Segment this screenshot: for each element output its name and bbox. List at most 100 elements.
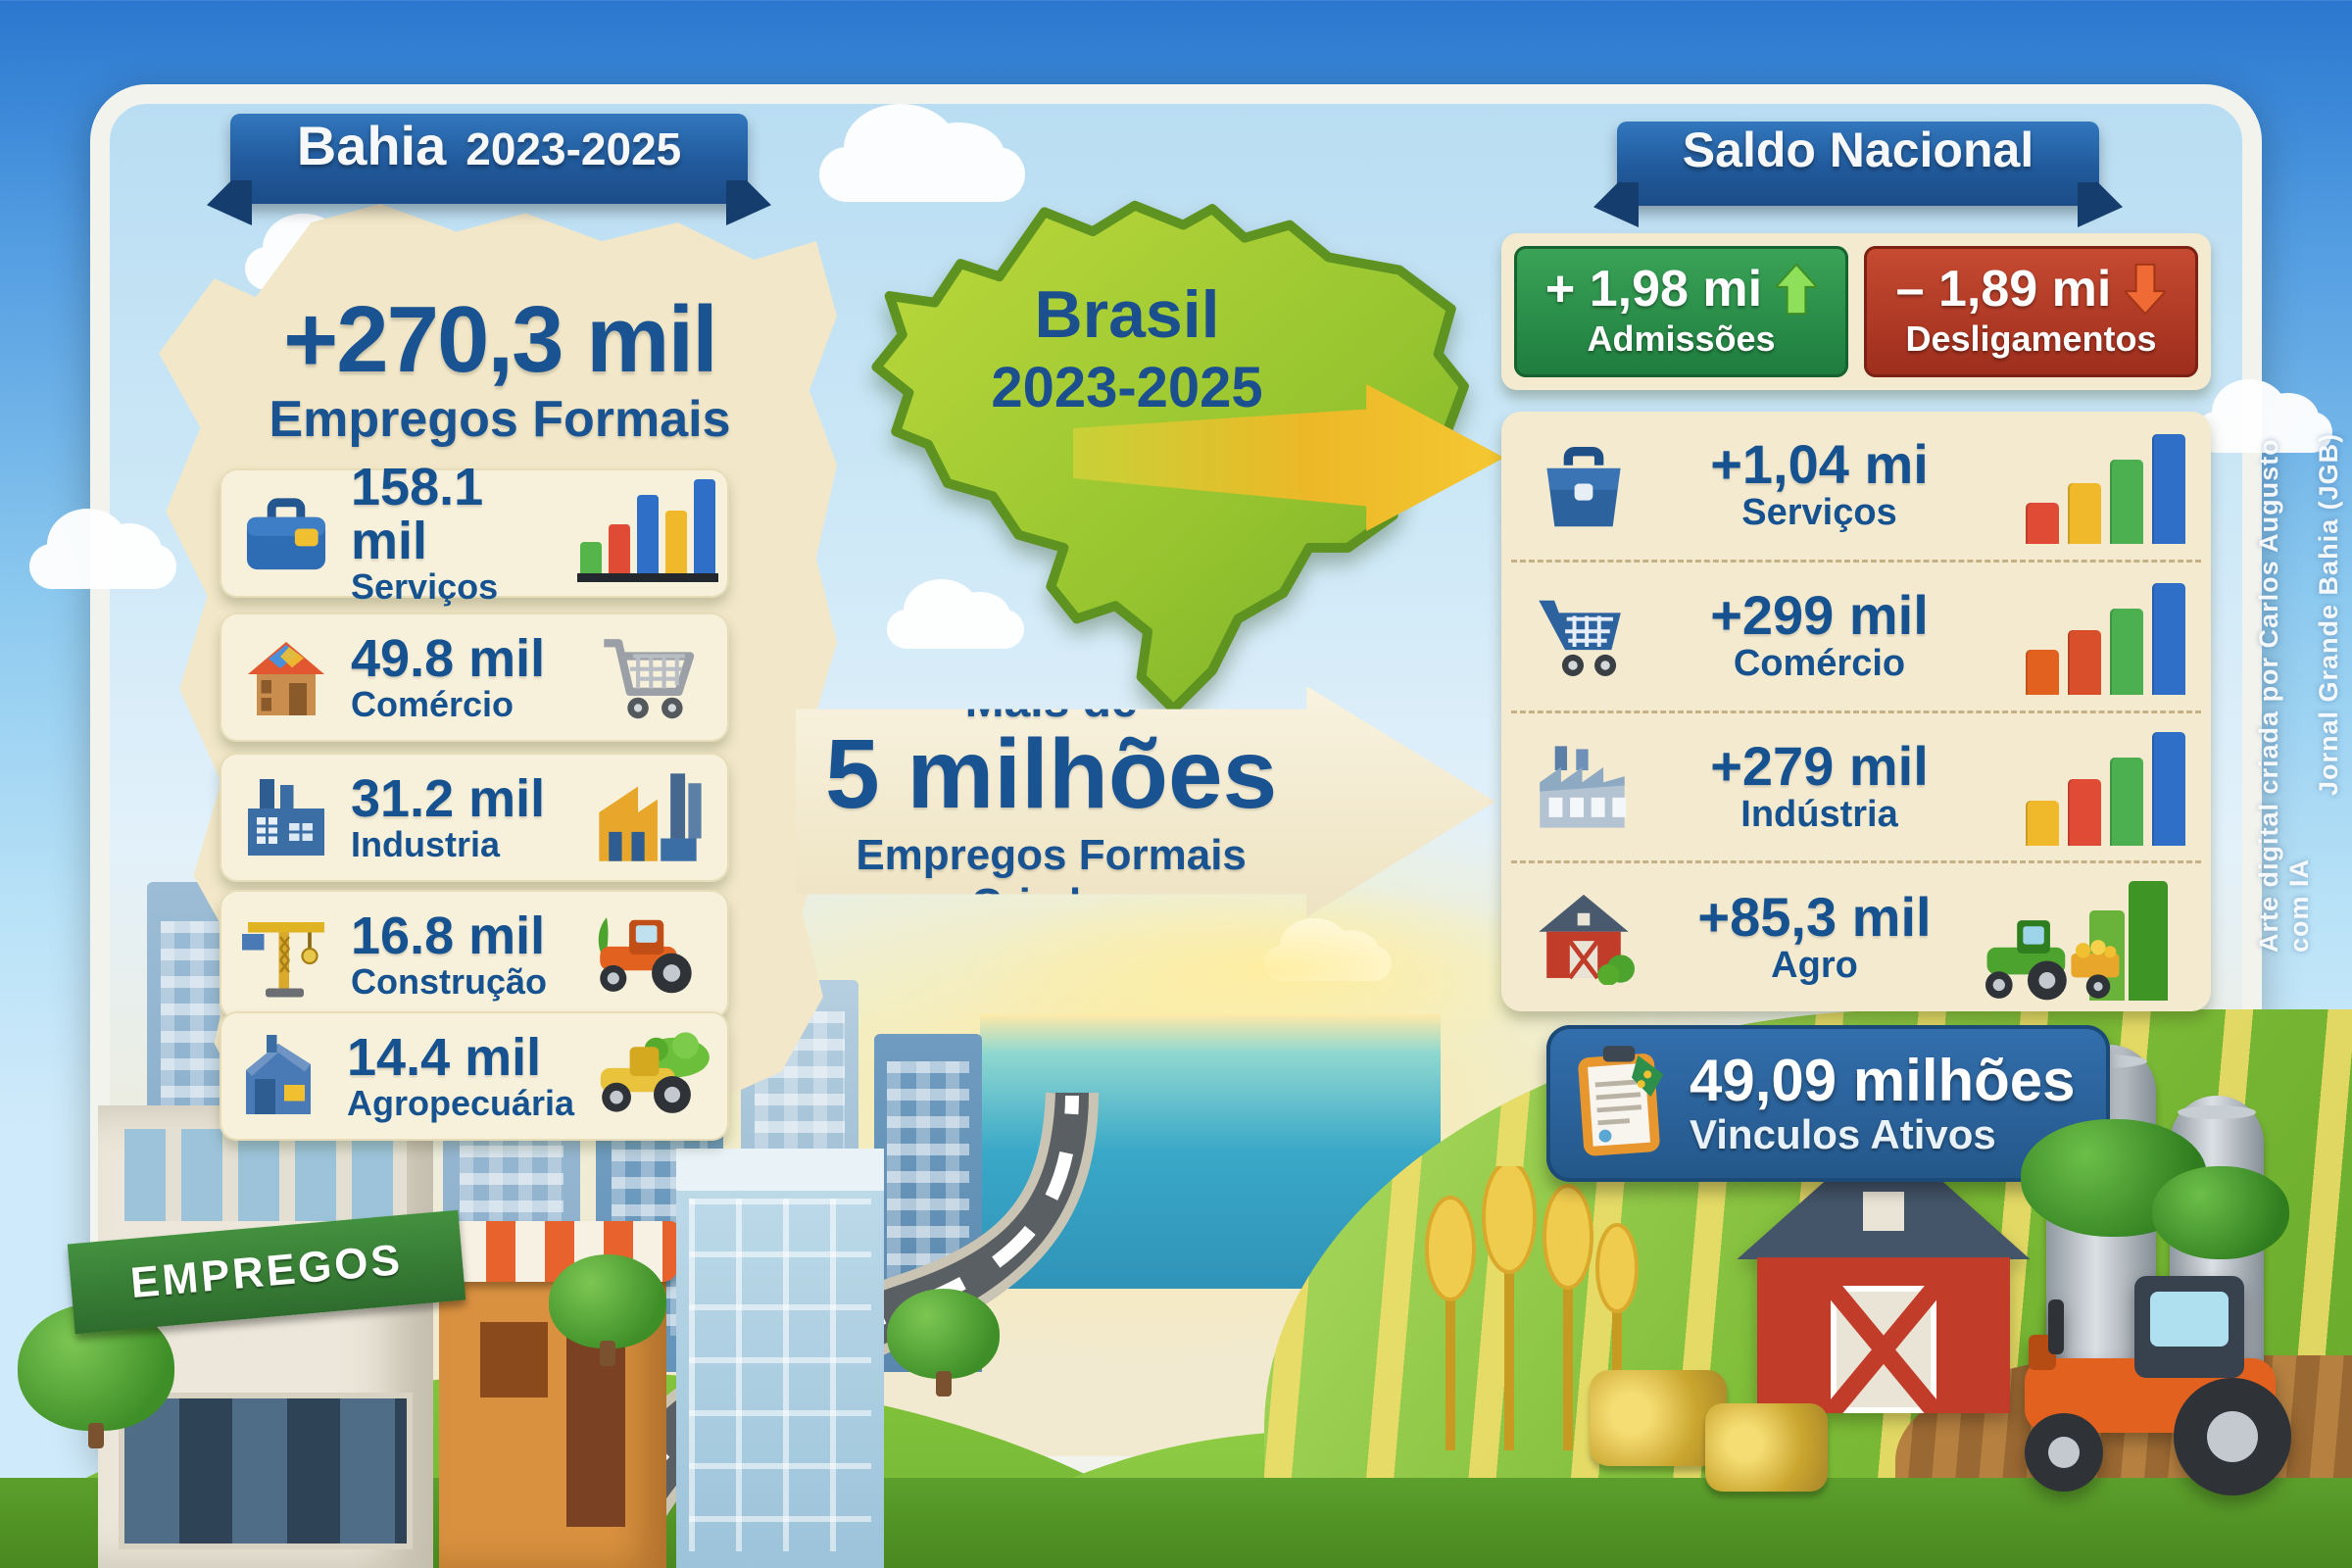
saldo-banner-title: Saldo Nacional: [1682, 122, 2034, 177]
bar-chart-icon: [1999, 426, 2185, 545]
bar: [2152, 731, 2185, 846]
bahia-sector-servicos: 158.1 mil Serviços: [220, 460, 729, 605]
bar: [637, 495, 659, 573]
tractor: [2025, 1276, 2291, 1495]
tree: [549, 1254, 666, 1366]
clipboard-icon: [1568, 1043, 1670, 1165]
admissoes-label: Admissões: [1587, 318, 1776, 359]
brasil-map-period: 2023-2025: [991, 356, 1263, 419]
saldo-summary-panel: + 1,98 mi Admissões – 1,89 mi Desligamen…: [1501, 233, 2211, 390]
storefront-icon: [237, 633, 335, 721]
vinculos-label: Vinculos Ativos: [1690, 1110, 1996, 1157]
bar: [694, 479, 715, 573]
sector-value: +85,3 mil: [1697, 885, 1932, 948]
bar: [2110, 757, 2143, 846]
bar: [2152, 583, 2185, 696]
sector-value: +299 mil: [1710, 584, 1929, 647]
sector-value: +1,04 mi: [1710, 433, 1929, 496]
bahia-sector-industria: 31.2 mil Industria: [220, 753, 729, 882]
cloud: [2195, 379, 2332, 453]
bar: [2110, 609, 2143, 696]
saldo-sector-agro: +85,3 mil Agro: [1511, 860, 2201, 1011]
bar: [665, 511, 687, 573]
brasil-map-title: Brasil: [1034, 277, 1220, 352]
bar: [2110, 460, 2143, 545]
vinculos-ativos-box: 49,09 milhões Vinculos Ativos: [1546, 1025, 2110, 1182]
saldo-sectors-panel: +1,04 mi Serviços +299 mil Comércio: [1501, 412, 2211, 1011]
bahia-headline-label: Empregos Formais: [269, 391, 731, 448]
shopping-cart-icon: [1527, 591, 1640, 681]
sector-label: Comércio: [1733, 643, 1906, 685]
sector-label: Agro: [1771, 944, 1858, 986]
agro-chart-icon: [1985, 875, 2185, 1001]
bar: [2026, 800, 2059, 846]
sector-value: +279 mil: [1710, 734, 1929, 797]
sector-label: Serviços: [1741, 492, 1897, 534]
storefront-glass: [118, 1392, 414, 1550]
bahia-headline-value: +270,3 mil: [283, 287, 718, 392]
saldo-sector-servicos: +1,04 mi Serviços: [1511, 412, 2201, 560]
bar: [2026, 650, 2059, 696]
tractor-icon: [590, 1029, 717, 1123]
saldo-sector-comercio: +299 mil Comércio: [1511, 559, 2201, 710]
barn-icon: [1527, 891, 1640, 985]
bar-chart-icon: [577, 479, 718, 582]
sector-label: Industria: [351, 823, 501, 864]
arrow-banner-line2: 5 milhões: [824, 719, 1278, 829]
bahia-banner-period: 2023-2025: [466, 123, 682, 174]
vinculos-text: 49,09 milhões Vinculos Ativos: [1690, 1050, 2076, 1158]
credit-line-2: Jornal Grande Bahia (JGB): [2314, 432, 2343, 796]
glass-grid: [688, 1199, 872, 1551]
cloud: [29, 509, 176, 589]
tractor-icon: [584, 907, 711, 1002]
sector-text: 158.1 mil Serviços: [351, 458, 568, 606]
factory-icon: [1527, 742, 1640, 832]
admissoes-value: + 1,98 mi: [1544, 261, 1763, 318]
shopping-cart-icon: [584, 630, 711, 724]
bush: [2152, 1166, 2289, 1259]
glass-building: [676, 1149, 884, 1568]
tree: [887, 1289, 1000, 1396]
sector-value: 49.8 mil: [351, 628, 546, 688]
credit-line-1: Arte digital criada por Carlos Augusto c…: [2254, 438, 2314, 953]
saldo-sector-industria: +279 mil Indústria: [1511, 710, 2201, 861]
empregos-sign-text: EMPREGOS: [128, 1235, 405, 1308]
shop-window: [479, 1322, 549, 1397]
bahia-sector-comercio: 49.8 mil Comércio: [220, 612, 729, 742]
factory-icon: [237, 773, 335, 861]
bar: [2068, 778, 2101, 846]
crane-icon: [237, 907, 335, 1002]
hay-bale: [1590, 1370, 1727, 1466]
sector-value: 31.2 mil: [351, 768, 546, 828]
bar: [580, 542, 602, 573]
wheat-stalks: [1425, 1166, 1639, 1450]
down-arrow-icon: [2125, 264, 2167, 315]
desligamentos-value: – 1,89 mi: [1895, 261, 2112, 318]
desligamentos-label: Desligamentos: [1905, 318, 2157, 359]
sector-value: 14.4 mil: [347, 1027, 542, 1087]
saldo-nacional-banner: Saldo Nacional: [1617, 122, 2099, 206]
sector-text: 14.4 mil Agropecuária: [347, 1027, 574, 1122]
briefcase-icon: [237, 491, 335, 575]
warehouse-icon: [584, 770, 711, 864]
sector-label: Indústria: [1740, 793, 1898, 835]
sector-text: 49.8 mil Comércio: [351, 628, 568, 723]
vinculos-value: 49,09 milhões: [1690, 1047, 2076, 1113]
bar: [609, 524, 630, 573]
sector-value: 158.1 mil: [351, 458, 484, 571]
sector-text: +85,3 mil Agro: [1653, 885, 1976, 987]
cloud: [887, 578, 1024, 649]
sector-text: 31.2 mil Industria: [351, 768, 568, 864]
barn-window: [1863, 1191, 1904, 1232]
bar: [2152, 434, 2185, 545]
bar-chart-icon: [1999, 728, 2185, 846]
admissoes-box: + 1,98 mi Admissões: [1514, 246, 1848, 377]
shop-door: [565, 1322, 626, 1528]
desligamentos-box: – 1,89 mi Desligamentos: [1864, 246, 2198, 377]
bar: [2068, 483, 2101, 545]
briefcase-icon: [1527, 440, 1640, 530]
building-windows: [124, 1128, 407, 1221]
sector-text: +1,04 mi Serviços: [1653, 436, 1985, 534]
sector-text: +279 mil Indústria: [1653, 738, 1985, 836]
sector-text: +299 mil Comércio: [1653, 587, 1985, 685]
